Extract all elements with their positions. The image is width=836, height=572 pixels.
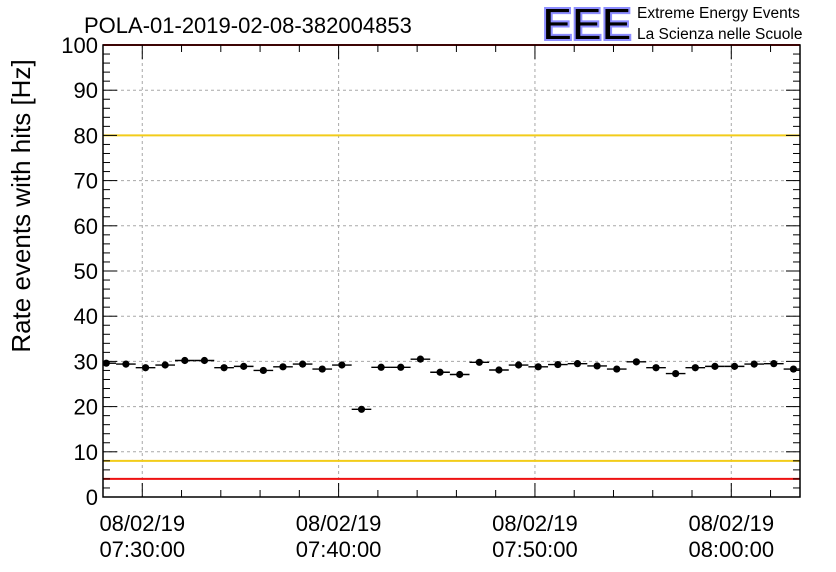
y-tick-label: 40 — [74, 304, 98, 329]
data-point — [161, 361, 169, 369]
data-point — [475, 358, 483, 366]
x-tick-date: 08/02/19 — [688, 511, 774, 536]
data-point — [534, 363, 542, 371]
data-points — [102, 355, 800, 413]
data-point — [593, 362, 601, 370]
data-point — [299, 360, 307, 368]
data-point — [397, 363, 405, 371]
y-tick-label: 0 — [86, 485, 98, 510]
data-point — [613, 365, 621, 373]
data-point — [220, 364, 228, 372]
data-point — [554, 360, 562, 369]
x-tick-time: 07:40:00 — [296, 537, 382, 562]
x-tick-date: 08/02/19 — [492, 511, 578, 536]
x-tick-time: 07:30:00 — [99, 537, 185, 562]
data-point — [789, 365, 798, 373]
eee-logo-line2: La Scienza nelle Scuole — [637, 26, 802, 43]
y-tick-label: 90 — [74, 78, 98, 103]
data-point — [652, 364, 660, 372]
y-tick-label: 20 — [74, 395, 98, 420]
data-point — [357, 405, 366, 413]
data-point — [240, 362, 248, 370]
data-point — [514, 361, 523, 369]
y-tick-label: 70 — [74, 169, 98, 194]
data-point — [456, 370, 464, 379]
y-tick-labels: 0 10 20 30 40 50 60 70 80 90 100 — [61, 33, 98, 510]
data-point — [730, 362, 739, 370]
data-point — [711, 362, 719, 370]
data-point — [770, 360, 778, 368]
data-point — [181, 356, 189, 365]
data-point — [495, 366, 503, 374]
data-point — [141, 364, 150, 372]
x-tick-labels: 08/02/1907:30:0008/02/1907:40:0008/02/19… — [99, 511, 774, 562]
x-tick-time: 07:50:00 — [492, 537, 578, 562]
x-tick-date: 08/02/19 — [296, 511, 382, 536]
eee-logo: EEE Extreme Energy Events La Scienza nel… — [541, 0, 802, 51]
eee-logo-line1: Extreme Energy Events — [637, 5, 800, 22]
y-tick-label: 100 — [61, 33, 98, 58]
data-point — [279, 363, 287, 371]
data-point — [416, 355, 425, 363]
data-point — [338, 361, 346, 369]
y-axis-label: Rate events with hits [Hz] — [6, 59, 36, 352]
y-tick-label: 80 — [74, 123, 98, 148]
y-tick-label: 60 — [74, 214, 98, 239]
data-point — [102, 359, 110, 367]
data-point — [750, 360, 758, 368]
data-point — [377, 363, 385, 371]
data-point — [259, 366, 267, 375]
chart-title: POLA-01-2019-02-08-382004853 — [84, 13, 412, 38]
axis-ticks — [102, 44, 800, 498]
data-point — [436, 368, 444, 376]
y-tick-label: 10 — [74, 440, 98, 465]
eee-logo-letters: EEE — [542, 0, 631, 50]
x-tick-time: 08:00:00 — [688, 537, 774, 562]
data-point — [672, 370, 680, 378]
data-point — [318, 365, 326, 373]
data-point — [200, 356, 209, 365]
y-tick-label: 30 — [74, 349, 98, 374]
y-tick-label: 50 — [74, 259, 98, 284]
x-tick-date: 08/02/19 — [99, 511, 185, 536]
data-point — [632, 358, 640, 366]
data-point — [122, 360, 130, 368]
data-point — [691, 364, 699, 372]
data-point — [573, 360, 582, 368]
